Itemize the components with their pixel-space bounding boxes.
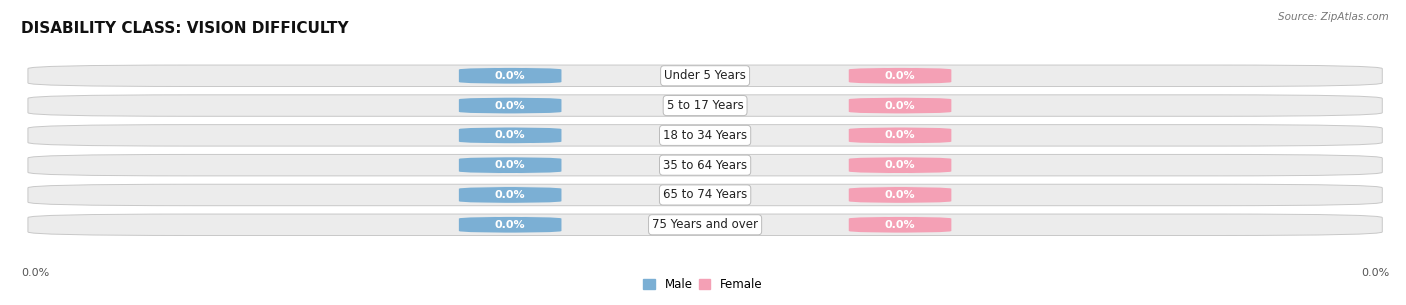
FancyBboxPatch shape bbox=[849, 127, 952, 143]
FancyBboxPatch shape bbox=[849, 157, 952, 173]
Text: 0.0%: 0.0% bbox=[884, 190, 915, 200]
Text: 0.0%: 0.0% bbox=[21, 267, 49, 278]
FancyBboxPatch shape bbox=[849, 217, 952, 233]
Text: 0.0%: 0.0% bbox=[884, 130, 915, 140]
Text: 65 to 74 Years: 65 to 74 Years bbox=[664, 188, 747, 202]
Text: 75 Years and over: 75 Years and over bbox=[652, 218, 758, 231]
Text: 0.0%: 0.0% bbox=[495, 190, 526, 200]
FancyBboxPatch shape bbox=[28, 214, 1382, 235]
FancyBboxPatch shape bbox=[28, 95, 1382, 116]
Text: 0.0%: 0.0% bbox=[495, 130, 526, 140]
Text: 5 to 17 Years: 5 to 17 Years bbox=[666, 99, 744, 112]
Text: 0.0%: 0.0% bbox=[495, 220, 526, 230]
Text: 0.0%: 0.0% bbox=[884, 220, 915, 230]
Legend: Male, Female: Male, Female bbox=[638, 274, 768, 296]
FancyBboxPatch shape bbox=[458, 217, 561, 233]
Text: Under 5 Years: Under 5 Years bbox=[664, 69, 747, 82]
Text: Source: ZipAtlas.com: Source: ZipAtlas.com bbox=[1278, 12, 1389, 22]
Text: 18 to 34 Years: 18 to 34 Years bbox=[664, 129, 747, 142]
FancyBboxPatch shape bbox=[458, 98, 561, 113]
FancyBboxPatch shape bbox=[28, 184, 1382, 206]
FancyBboxPatch shape bbox=[458, 127, 561, 143]
FancyBboxPatch shape bbox=[849, 187, 952, 203]
FancyBboxPatch shape bbox=[458, 157, 561, 173]
FancyBboxPatch shape bbox=[849, 98, 952, 113]
FancyBboxPatch shape bbox=[458, 68, 561, 84]
FancyBboxPatch shape bbox=[458, 187, 561, 203]
FancyBboxPatch shape bbox=[28, 154, 1382, 176]
Text: 35 to 64 Years: 35 to 64 Years bbox=[664, 159, 747, 172]
FancyBboxPatch shape bbox=[28, 65, 1382, 87]
Text: 0.0%: 0.0% bbox=[884, 71, 915, 81]
Text: 0.0%: 0.0% bbox=[495, 71, 526, 81]
Text: 0.0%: 0.0% bbox=[1361, 267, 1389, 278]
FancyBboxPatch shape bbox=[28, 125, 1382, 146]
Text: 0.0%: 0.0% bbox=[495, 101, 526, 111]
Text: 0.0%: 0.0% bbox=[884, 101, 915, 111]
Text: 0.0%: 0.0% bbox=[884, 160, 915, 170]
Text: 0.0%: 0.0% bbox=[495, 160, 526, 170]
FancyBboxPatch shape bbox=[849, 68, 952, 84]
Text: DISABILITY CLASS: VISION DIFFICULTY: DISABILITY CLASS: VISION DIFFICULTY bbox=[21, 21, 349, 36]
